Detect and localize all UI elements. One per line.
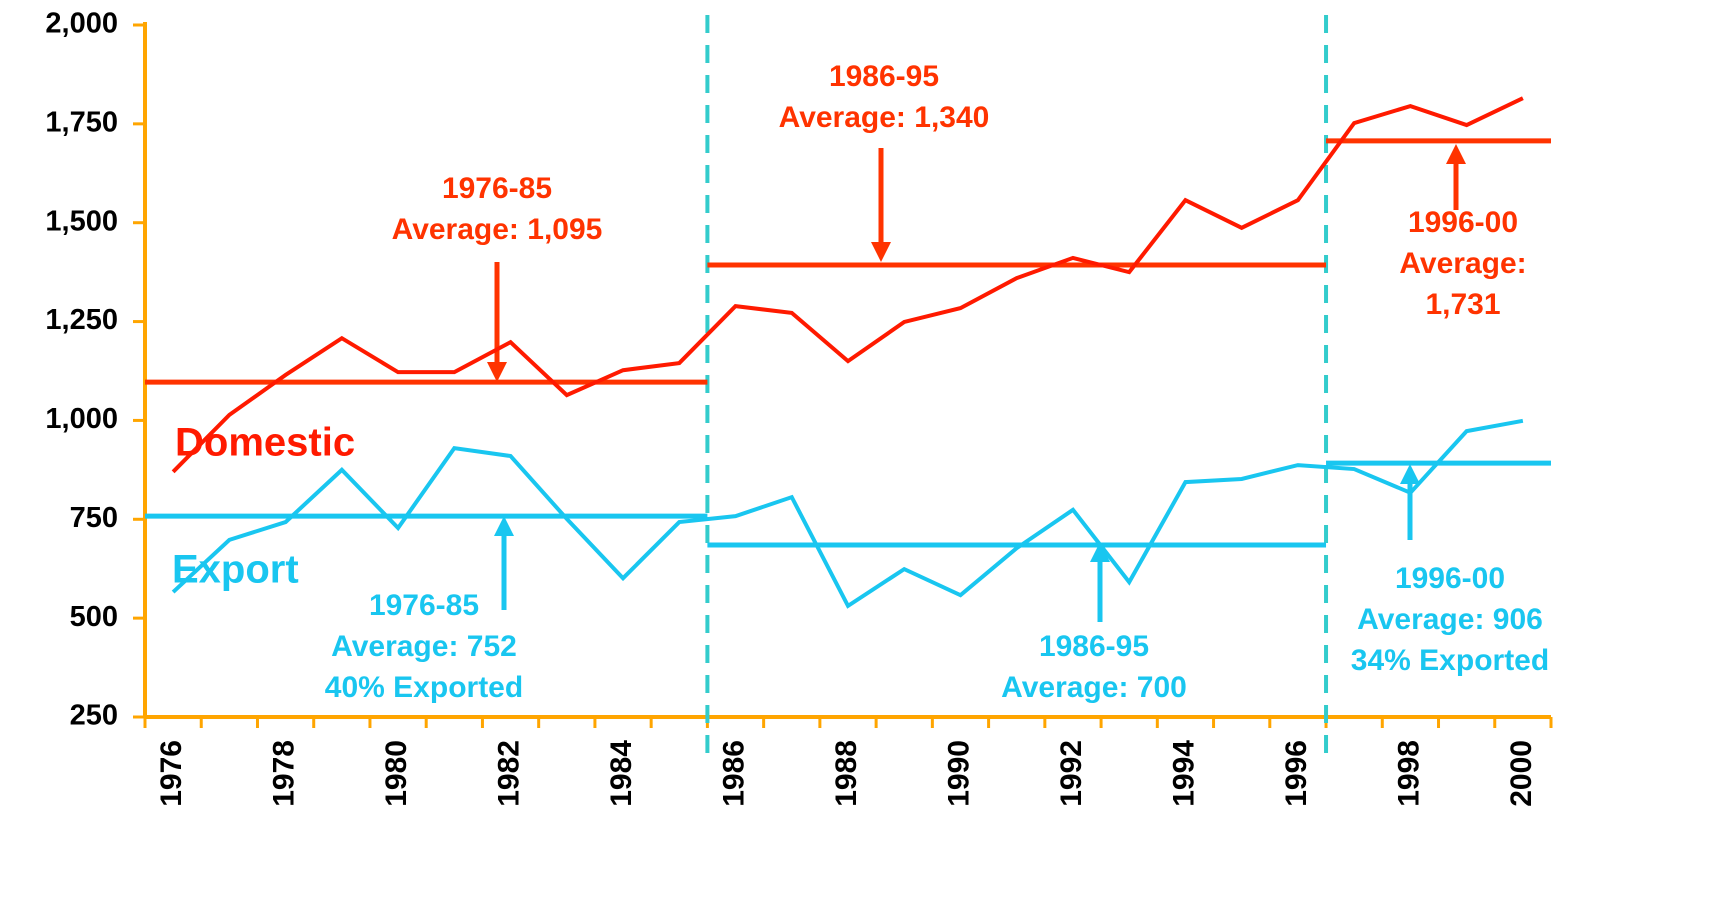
annotation: Average: [1399, 247, 1526, 280]
x-tick-label: 1980 [380, 740, 413, 807]
x-tick-label: 1978 [268, 740, 301, 807]
annotation: 1996-00 [1408, 206, 1518, 239]
annotation: 1996-00 [1395, 562, 1505, 595]
annotation: Average: 1,095 [392, 213, 603, 246]
x-tick-label: 1996 [1280, 740, 1313, 807]
annotation: 1986-95 [1039, 630, 1149, 663]
annotation: Average: 700 [1001, 671, 1187, 704]
annotation: 34% Exported [1351, 644, 1549, 677]
arrows [487, 144, 1466, 622]
y-tick-label: 1,750 [45, 107, 118, 139]
x-tick-label: 1982 [492, 740, 525, 807]
y-tick-label: 750 [70, 502, 118, 534]
series-label: Export [172, 548, 299, 592]
series-label: Domestic [175, 421, 355, 465]
annotation: 40% Exported [325, 671, 523, 704]
series-line [171, 96, 1524, 474]
annotation: 1976-85 [442, 172, 552, 205]
y-tick-label: 1,250 [45, 304, 118, 336]
x-tick-label: 2000 [1505, 740, 1538, 807]
x-tick-label: 1976 [155, 740, 188, 807]
annotation: Average: 906 [1357, 603, 1543, 636]
x-tick-label: 1988 [830, 740, 863, 807]
x-tick-label: 1998 [1392, 740, 1425, 807]
annotation: Average: 1,340 [779, 101, 990, 134]
annotation: 1,731 [1425, 288, 1500, 321]
y-tick-label: 1,500 [45, 205, 118, 237]
annotation: 1986-95 [829, 60, 939, 93]
y-tick-label: 1,000 [45, 403, 118, 435]
x-tick-label: 1984 [605, 740, 638, 807]
x-tick-label: 1986 [717, 740, 750, 807]
annotation: 1976-85 [369, 589, 479, 622]
y-tick-label: 500 [70, 601, 118, 633]
annotation: Average: 752 [331, 630, 517, 663]
series-line [171, 418, 1524, 609]
x-tick-label: 1994 [1167, 740, 1200, 807]
x-tick-label: 1992 [1055, 740, 1088, 807]
y-tick-label: 2,000 [45, 8, 118, 40]
x-tick-label: 1990 [942, 740, 975, 807]
y-tick-label: 250 [70, 700, 118, 732]
